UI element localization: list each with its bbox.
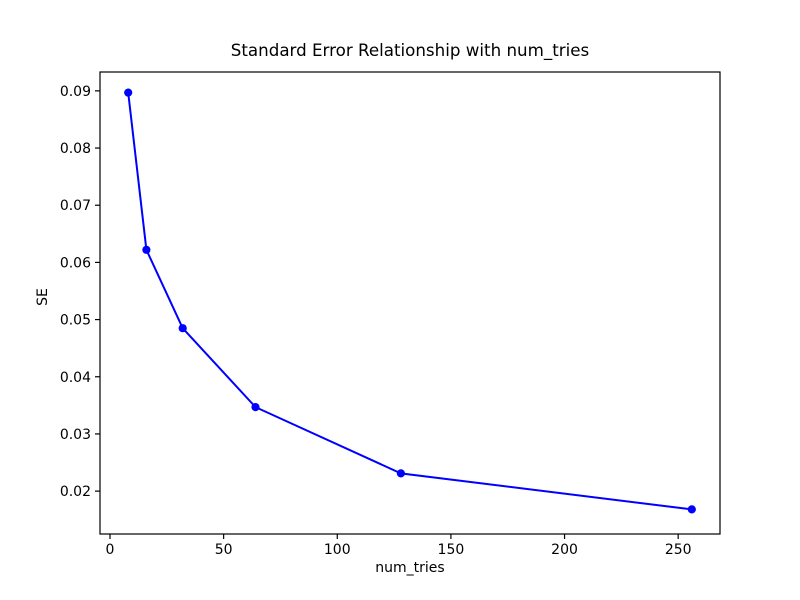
y-tick-label: 0.06 <box>60 255 91 271</box>
data-point <box>396 469 405 478</box>
x-axis-label: num_tries <box>375 560 444 576</box>
data-point <box>178 324 187 333</box>
y-tick-label: 0.08 <box>60 141 91 157</box>
y-tick-label: 0.05 <box>60 313 91 329</box>
x-tick-label: 100 <box>324 542 351 558</box>
y-tick-label: 0.04 <box>60 370 91 386</box>
chart-title: Standard Error Relationship with num_tri… <box>231 40 589 61</box>
y-tick-label: 0.07 <box>60 198 91 214</box>
y-axis-label: SE <box>35 288 51 306</box>
x-tick-label: 0 <box>106 542 115 558</box>
data-point <box>124 88 133 97</box>
plot-area: 0 50 100 150 200 250 0.02 0.03 0.04 0.05 0.06 0.07 0… <box>60 71 721 558</box>
x-tick-label: 200 <box>551 542 578 558</box>
y-tick-label: 0.02 <box>60 484 91 500</box>
data-point <box>142 245 151 254</box>
x-tick-label: 50 <box>215 542 233 558</box>
plot-border <box>99 71 721 535</box>
x-tick-label: 150 <box>438 542 465 558</box>
y-tick-label: 0.09 <box>60 84 91 100</box>
data-point <box>251 403 260 412</box>
y-tick-label: 0.03 <box>60 427 91 443</box>
x-tick-label: 250 <box>665 542 692 558</box>
data-point <box>687 505 696 514</box>
line-series <box>127 92 692 511</box>
